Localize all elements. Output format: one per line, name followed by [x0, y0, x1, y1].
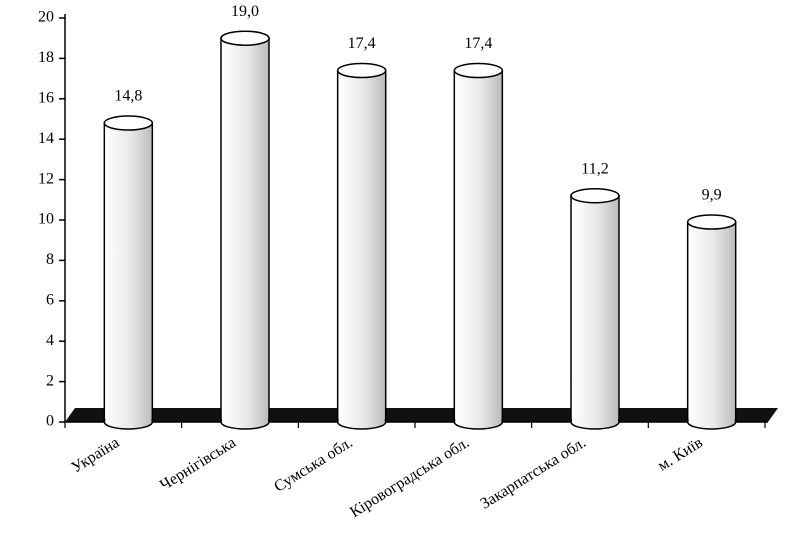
value-label: 17,4 — [464, 35, 492, 52]
y-tick-label: 12 — [38, 170, 54, 187]
x-tick-label: Чернігівська — [157, 434, 239, 494]
value-label: 19,0 — [231, 3, 259, 20]
value-label: 9,9 — [702, 187, 722, 204]
x-tick-label: Закарпатська обл. — [477, 434, 589, 513]
floor — [65, 408, 778, 422]
y-tick-label: 16 — [38, 89, 54, 106]
y-tick-label: 14 — [38, 130, 54, 147]
bar-body-cover — [455, 70, 502, 423]
y-tick-label: 8 — [46, 251, 54, 268]
y-tick-label: 6 — [46, 291, 54, 308]
y-tick-label: 10 — [38, 211, 54, 228]
bar-body-cover — [105, 123, 152, 422]
bar-top — [220, 30, 270, 46]
x-tick-label: м. Київ — [655, 434, 706, 475]
bar-top — [570, 188, 620, 204]
y-tick-label: 0 — [46, 413, 54, 430]
bar-body-cover — [572, 195, 618, 422]
value-label: 11,2 — [581, 160, 608, 177]
bar-body-cover — [222, 38, 268, 422]
x-tick-label: Кіровоградська обл. — [347, 434, 472, 521]
x-tick-label: Сумська обл. — [271, 434, 355, 496]
y-tick-label: 2 — [46, 372, 54, 389]
y-tick-label: 18 — [38, 49, 54, 66]
y-tick-label: 4 — [46, 332, 54, 349]
bar-top — [103, 115, 154, 131]
x-tick-label: Україна — [69, 434, 123, 476]
bar-body-cover — [338, 70, 385, 423]
bar-top — [686, 214, 737, 230]
bar-top — [336, 62, 387, 79]
value-label: 14,8 — [114, 88, 142, 105]
y-tick-label: 20 — [38, 9, 54, 26]
bar-body-cover — [688, 222, 735, 422]
value-label: 17,4 — [348, 35, 376, 52]
bar-top — [453, 62, 504, 79]
